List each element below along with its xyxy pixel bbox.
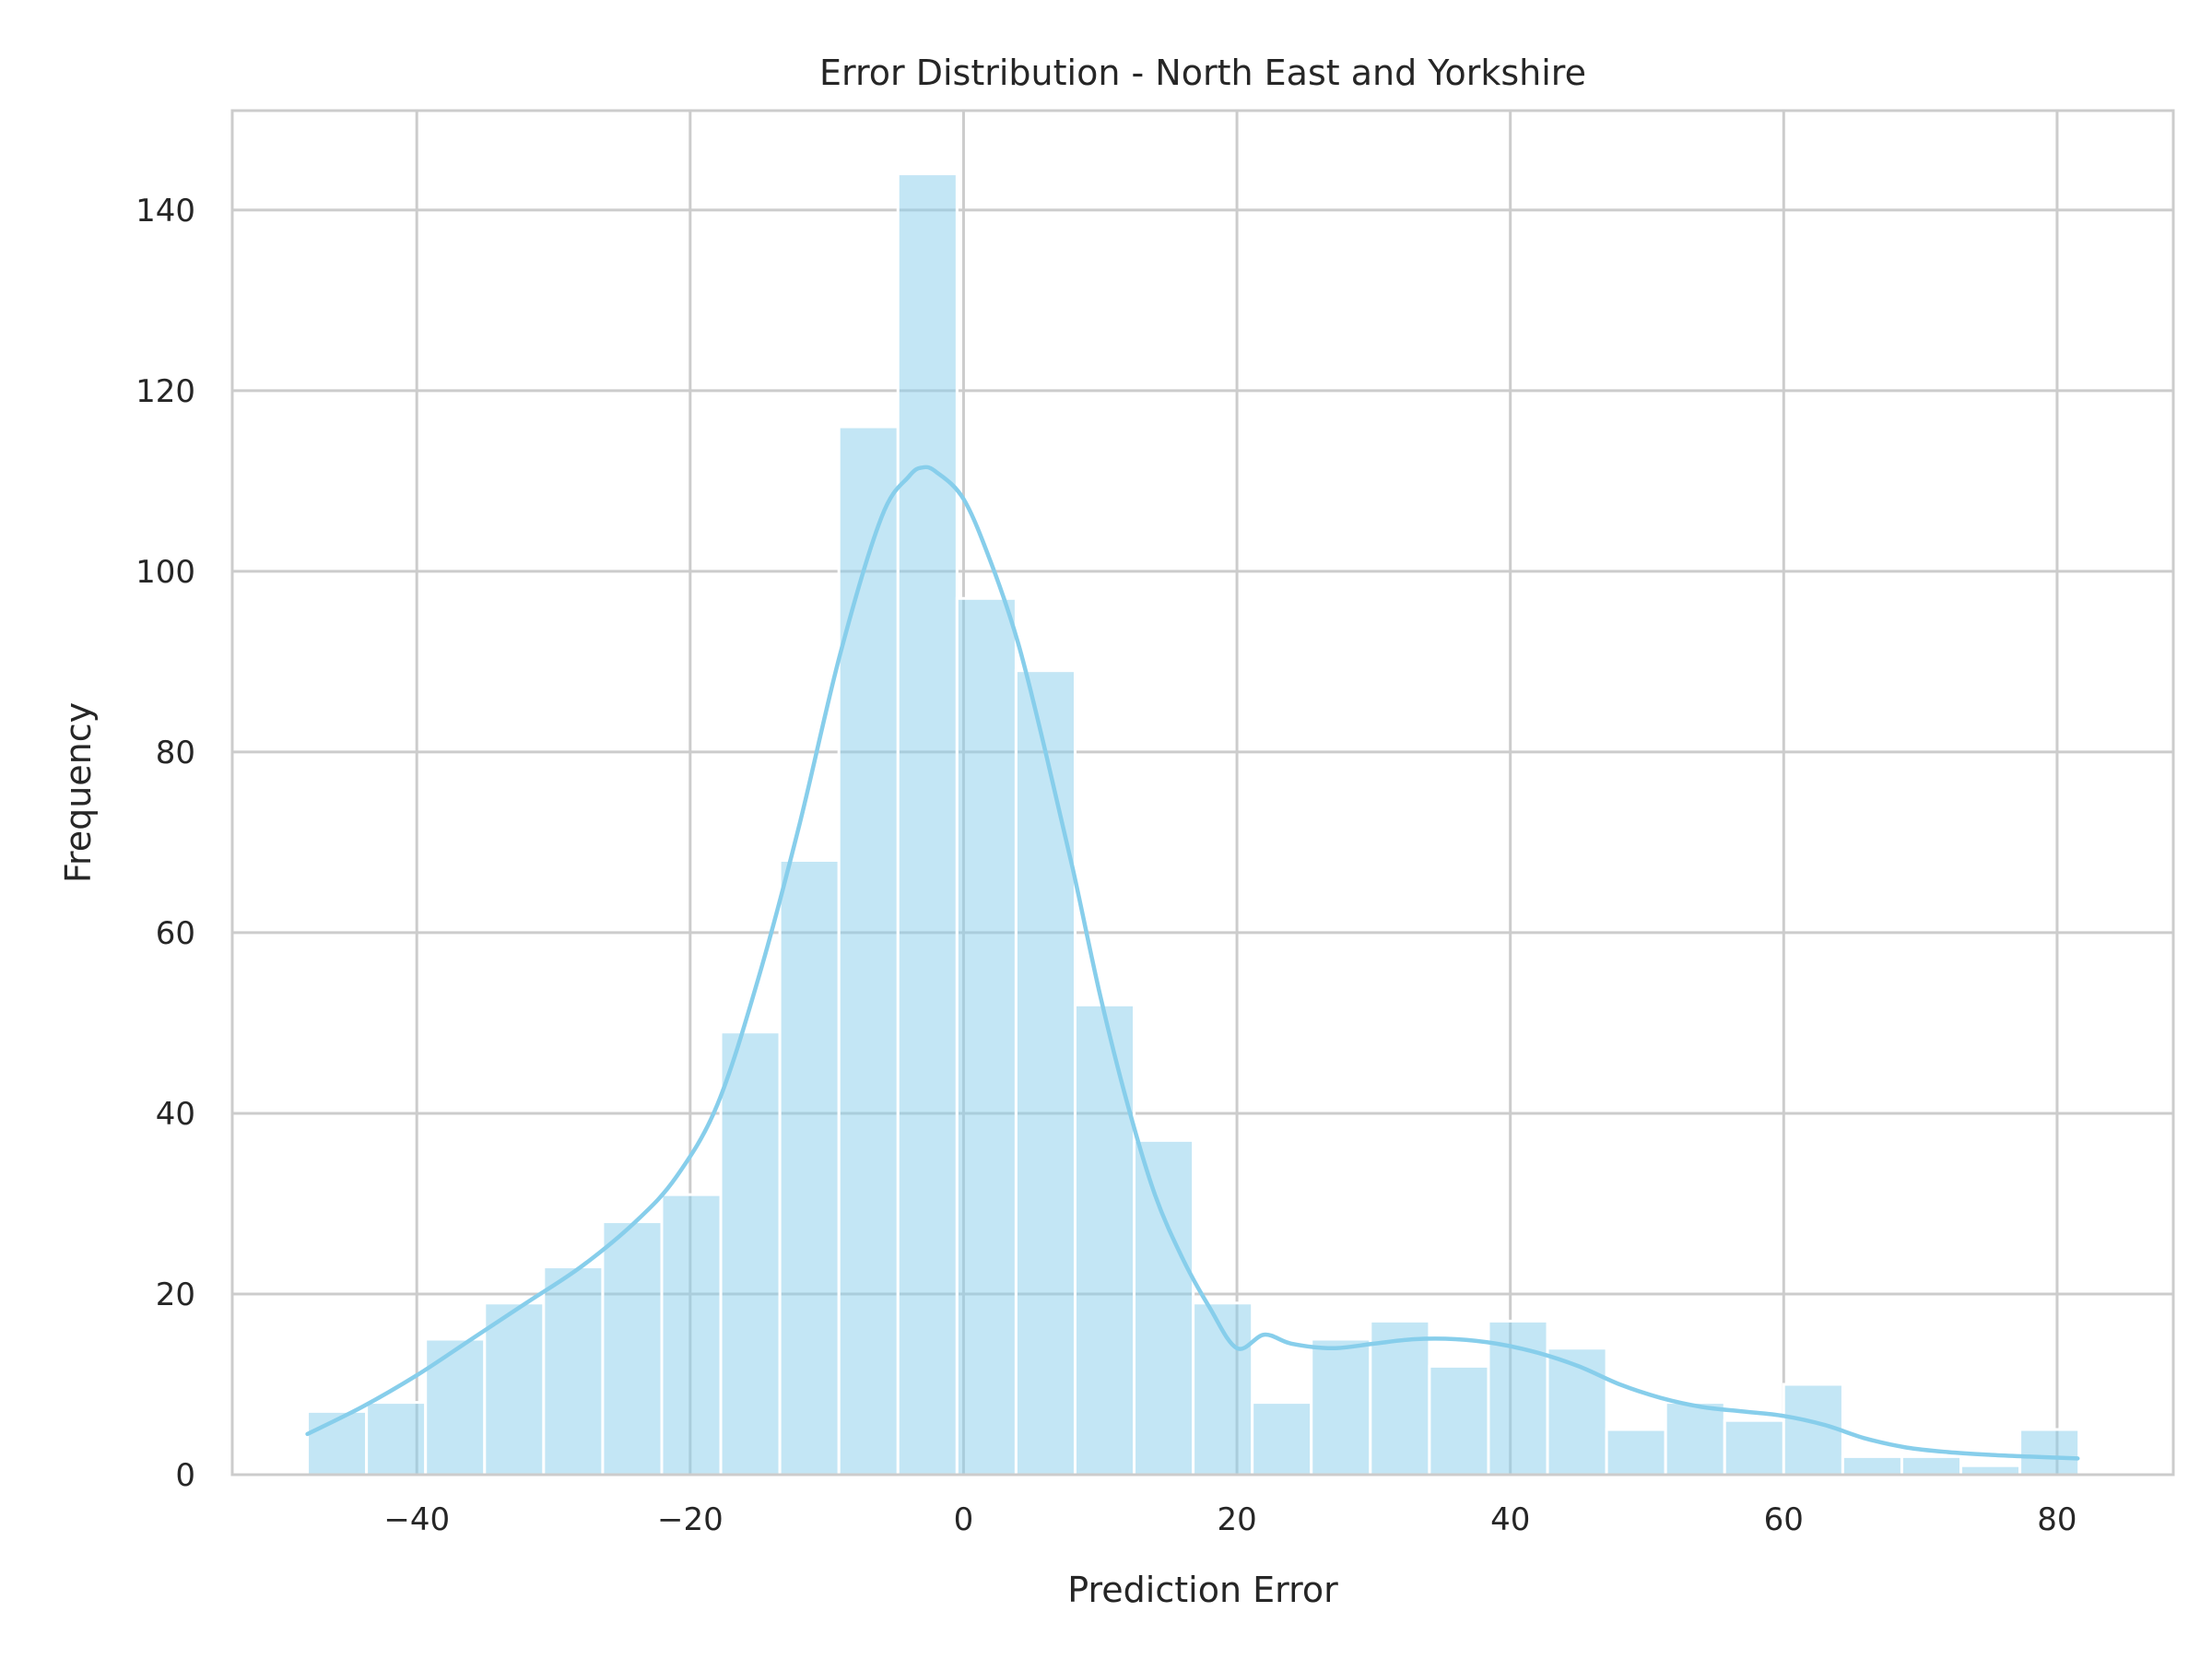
plot-frame: [230, 109, 2175, 1477]
chart-title: Error Distribution - North East and York…: [819, 53, 1586, 93]
y-axis-label: Frequency: [58, 702, 99, 883]
y-tick-label-4: 80: [156, 735, 195, 771]
histogram-bar-24: [1723, 1418, 1785, 1477]
y-tick-label-6: 120: [135, 373, 195, 410]
histogram-bar-16: [1251, 1401, 1313, 1477]
y-tick-label-0: 0: [175, 1457, 195, 1494]
x-tick-label-3: 20: [1217, 1501, 1256, 1538]
y-tick-label-1: 20: [156, 1277, 195, 1313]
histogram-bar-9: [837, 425, 900, 1477]
histogram-bar-23: [1664, 1401, 1726, 1477]
y-tick-label-7: 140: [135, 193, 195, 229]
kde-curve: [305, 465, 2080, 1461]
histogram-bar-14: [1133, 1138, 1195, 1477]
x-tick-label-2: 0: [954, 1501, 974, 1538]
histogram-bar-1: [365, 1401, 428, 1477]
x-tick-label-5: 60: [1764, 1501, 1804, 1538]
histogram-bars: [306, 172, 2081, 1477]
y-tick-label-2: 40: [156, 1096, 195, 1133]
x-axis-label: Prediction Error: [1067, 1570, 1338, 1610]
x-tick-label-0: −40: [383, 1501, 450, 1538]
histogram-bar-4: [542, 1265, 605, 1477]
histogram-bar-19: [1428, 1364, 1490, 1477]
histogram-bar-6: [660, 1193, 723, 1477]
histogram-bar-7: [719, 1030, 782, 1477]
x-tick-label-6: 80: [2037, 1501, 2077, 1538]
histogram-bar-17: [1310, 1337, 1372, 1477]
histogram-bar-26: [1841, 1454, 1903, 1477]
histogram-bar-11: [955, 596, 1018, 1477]
y-tick-label-3: 60: [156, 915, 195, 952]
histogram-bar-18: [1369, 1319, 1431, 1477]
histogram-bar-27: [1900, 1454, 1963, 1477]
kde-curve-layer: [305, 465, 2080, 1461]
histogram-bar-22: [1605, 1428, 1667, 1477]
histogram-bar-13: [1073, 1003, 1136, 1477]
y-tick-labels: 0 20 40 60 80 100 120 140: [135, 193, 195, 1494]
x-tick-labels: −40 −20 0 20 40 60 80: [383, 1501, 2077, 1538]
histogram-bar-3: [483, 1301, 546, 1477]
histogram-bar-10: [896, 172, 959, 1477]
histogram-bar-12: [1014, 669, 1077, 1477]
histogram-bar-21: [1546, 1347, 1608, 1477]
histogram-bar-2: [424, 1337, 487, 1477]
y-tick-label-5: 100: [135, 554, 195, 591]
histogram-bar-8: [778, 859, 841, 1477]
histogram-bar-5: [601, 1220, 664, 1477]
x-tick-label-1: −20: [657, 1501, 724, 1538]
x-tick-label-4: 40: [1490, 1501, 1530, 1538]
histogram-bar-29: [2018, 1428, 2081, 1477]
